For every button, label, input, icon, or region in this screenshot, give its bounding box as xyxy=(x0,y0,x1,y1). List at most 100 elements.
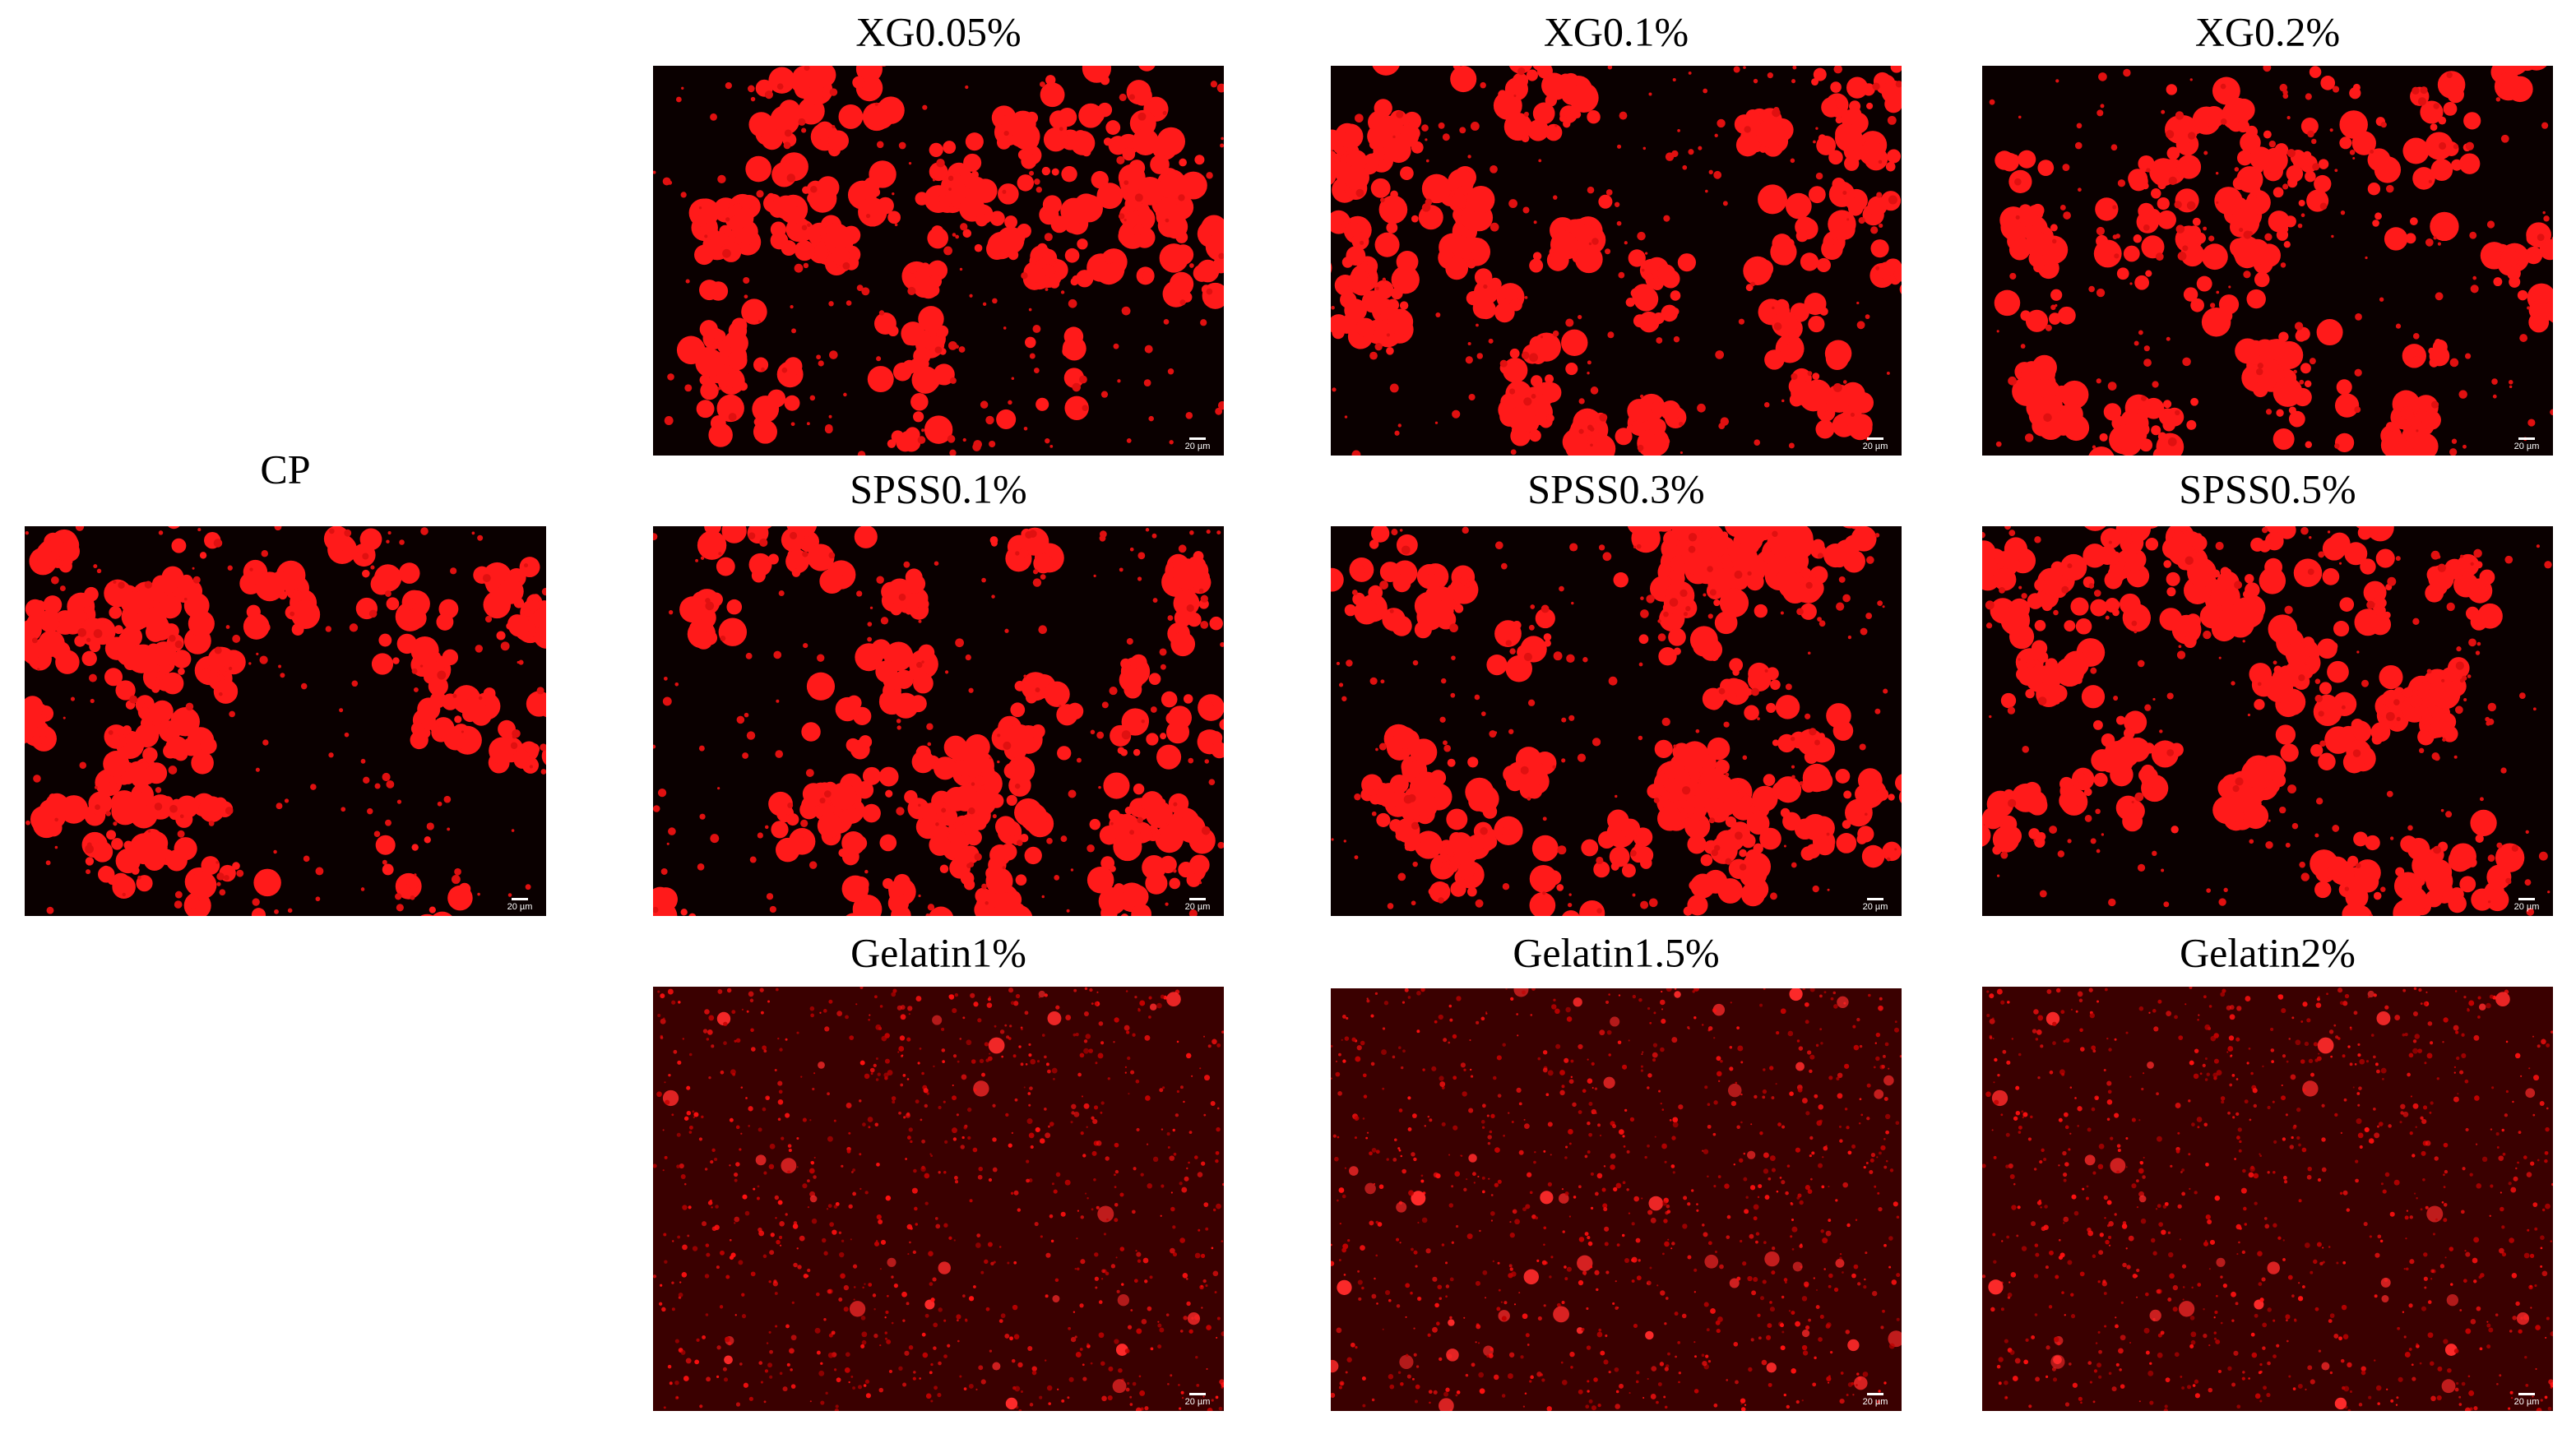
aggregate xyxy=(1033,553,1054,574)
droplet xyxy=(987,997,991,1001)
droplet xyxy=(1014,1098,1018,1102)
aggregate xyxy=(1857,768,1883,793)
aggregate xyxy=(716,394,744,423)
droplet xyxy=(886,1339,892,1344)
aggregate xyxy=(1169,877,1181,890)
speck xyxy=(1509,388,1516,395)
speck xyxy=(1391,529,1398,536)
speck xyxy=(1438,122,1445,129)
speck xyxy=(2387,576,2397,586)
speck xyxy=(1602,552,1612,562)
speck xyxy=(2096,378,2101,384)
droplet xyxy=(1098,1332,1105,1339)
aggregate xyxy=(2301,636,2315,650)
aggregate xyxy=(1658,647,1677,666)
speck xyxy=(935,822,939,826)
droplet xyxy=(984,1259,989,1265)
speck xyxy=(1421,124,1429,132)
droplet xyxy=(653,1274,657,1279)
aggregate xyxy=(1541,754,1554,766)
droplet xyxy=(897,1051,900,1053)
speck xyxy=(500,641,510,651)
speck xyxy=(1633,545,1637,548)
speck xyxy=(2524,879,2532,886)
speck xyxy=(1476,323,1479,327)
speck xyxy=(2223,887,2228,892)
speck xyxy=(934,561,939,566)
speck xyxy=(1355,188,1364,197)
speck xyxy=(2332,86,2340,93)
aggregate xyxy=(2322,567,2340,585)
droplet xyxy=(906,1112,910,1116)
speck xyxy=(2168,176,2177,185)
aggregate xyxy=(681,915,685,916)
aggregate xyxy=(1495,288,1508,300)
speck xyxy=(461,730,464,733)
aggregate xyxy=(933,801,947,815)
speck xyxy=(2349,150,2356,155)
speck xyxy=(2416,429,2419,433)
aggregate xyxy=(2330,860,2355,886)
droplet xyxy=(729,1238,732,1242)
aggregate xyxy=(1118,164,1146,192)
aggregate xyxy=(2373,891,2382,900)
aggregate xyxy=(496,631,506,641)
aggregate xyxy=(1064,247,1080,263)
speck xyxy=(2331,234,2334,238)
droplet xyxy=(902,1382,907,1387)
aggregate xyxy=(1835,123,1858,146)
aggregate xyxy=(2380,432,2407,456)
speck xyxy=(2332,825,2340,832)
droplet xyxy=(992,1362,1001,1371)
aggregate xyxy=(1049,110,1068,129)
micrograph-content xyxy=(25,526,546,916)
droplet xyxy=(759,988,764,992)
droplet xyxy=(845,1015,849,1020)
aggregate xyxy=(1041,166,1051,176)
speck xyxy=(926,723,934,730)
speck xyxy=(420,527,429,535)
speck xyxy=(2108,898,2116,907)
droplet xyxy=(891,992,897,997)
droplet xyxy=(1013,1261,1017,1265)
speck xyxy=(1206,288,1213,295)
speck xyxy=(2175,111,2185,120)
aggregate xyxy=(2027,593,2044,609)
aggregate xyxy=(362,569,370,578)
aggregate xyxy=(1156,744,1182,770)
droplet xyxy=(1186,1301,1191,1307)
speck xyxy=(1173,869,1177,873)
aggregate xyxy=(2375,548,2395,568)
speck xyxy=(832,125,836,129)
speck xyxy=(1407,793,1416,803)
aggregate xyxy=(1835,768,1851,784)
speck xyxy=(2108,540,2112,544)
droplet xyxy=(987,1242,993,1247)
aggregate xyxy=(689,620,705,636)
speck xyxy=(274,526,282,531)
speck xyxy=(2090,838,2096,844)
speck xyxy=(1090,729,1096,735)
aggregate xyxy=(1408,121,1416,129)
speck xyxy=(2433,236,2437,240)
speck xyxy=(1688,545,1696,553)
speck xyxy=(2231,681,2235,686)
speck xyxy=(2021,593,2027,599)
droplet xyxy=(791,1301,795,1304)
aggregate xyxy=(2070,597,2089,616)
aggregate xyxy=(1158,798,1166,806)
droplet xyxy=(977,1174,983,1180)
aggregate xyxy=(2391,453,2406,456)
aggregate xyxy=(1126,80,1151,105)
droplet xyxy=(702,1221,707,1227)
aggregate xyxy=(1725,526,1750,538)
aggregate xyxy=(1598,194,1613,209)
aggregate xyxy=(135,723,160,747)
speck xyxy=(718,552,722,556)
aggregate xyxy=(1156,127,1186,156)
speck xyxy=(1886,857,1891,862)
aggregate xyxy=(1890,66,1902,73)
droplet xyxy=(1025,1063,1028,1066)
speck xyxy=(1842,380,1847,384)
aggregate xyxy=(1870,239,1889,258)
